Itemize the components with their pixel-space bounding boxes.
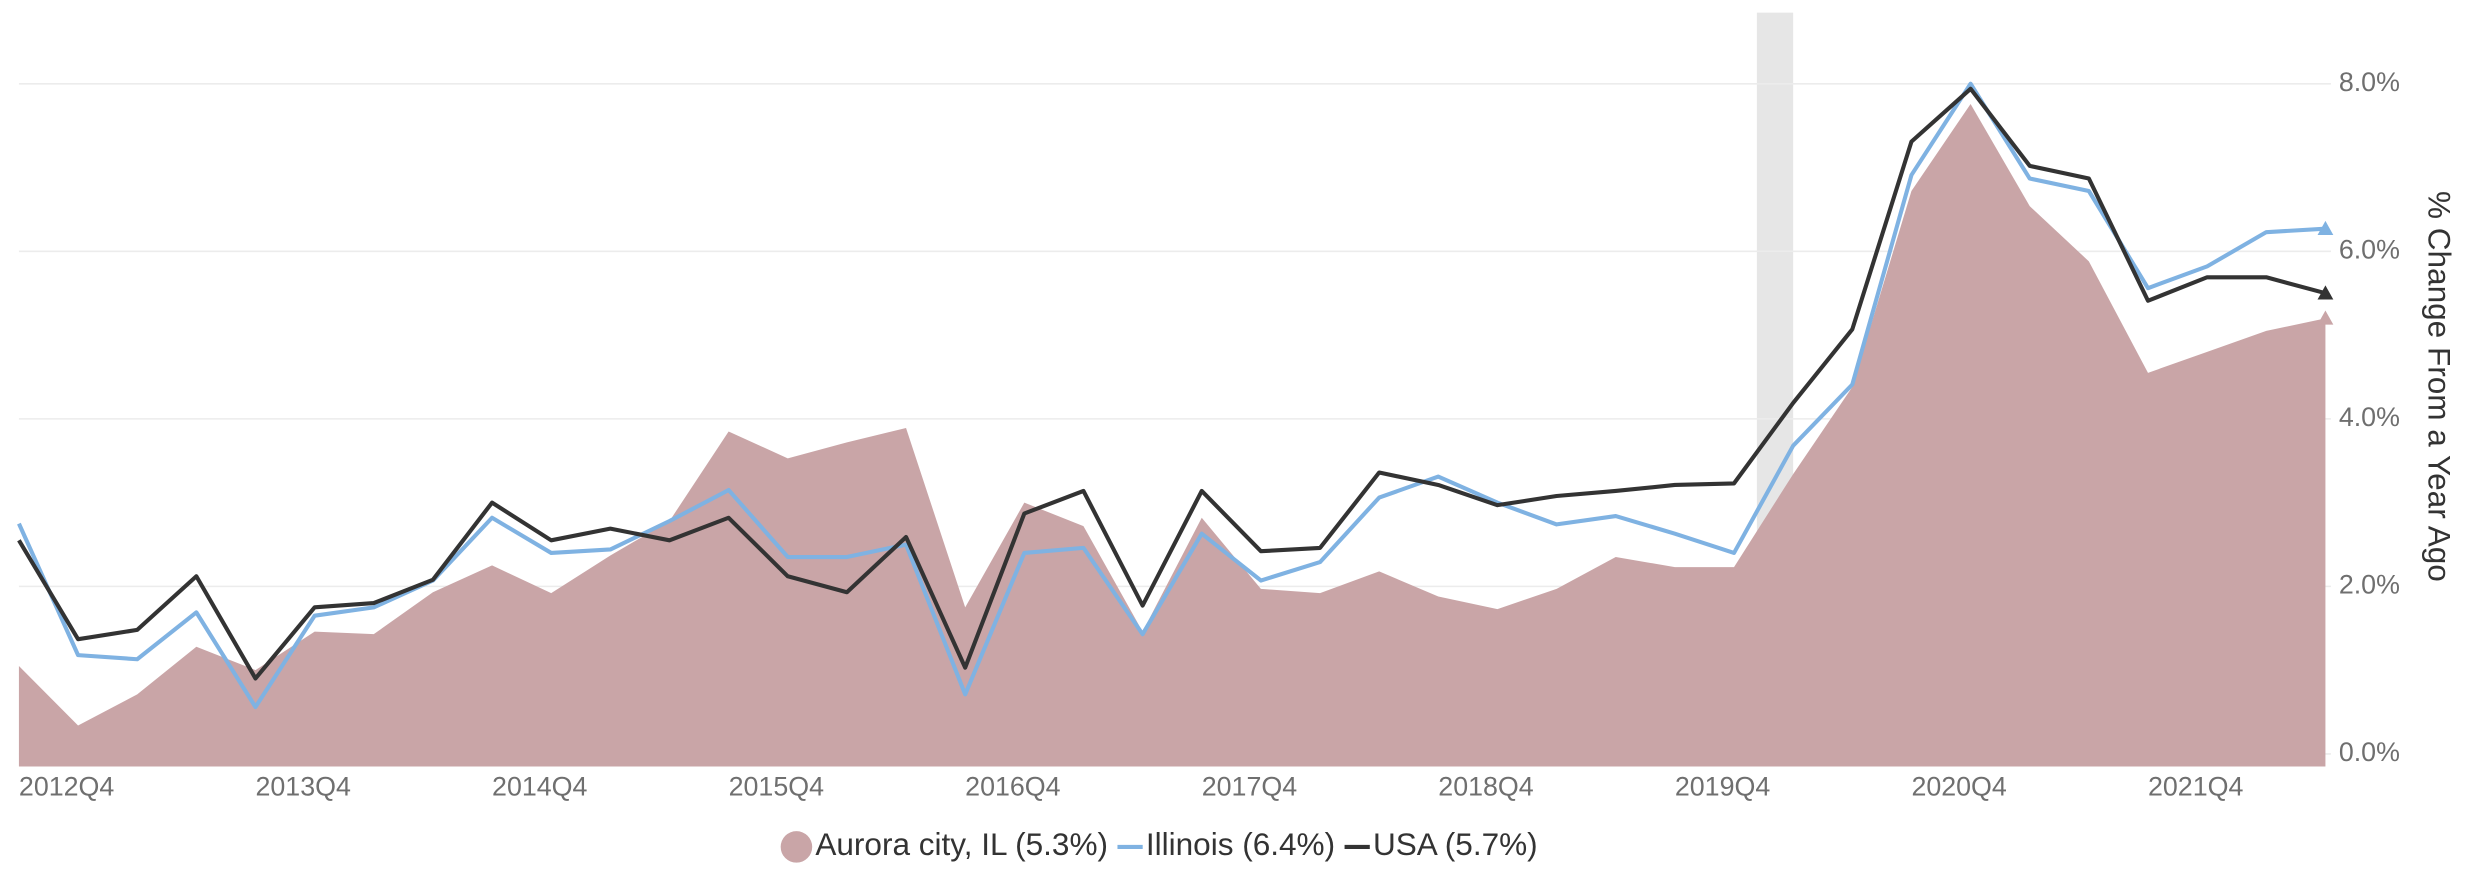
area (18, 103, 2326, 767)
line (17, 86, 2326, 681)
line (17, 81, 2326, 710)
labels: 0.0% 2.0% 4.0% 6.0% 8.0% 2012Q4 2013Q4 2014Q4 20… (19, 67, 2400, 863)
y-tick-label: 2.0% (2339, 569, 2400, 599)
x-tick-label: 2016Q4 (965, 772, 1060, 802)
end-marker (2317, 285, 2334, 300)
x-tick-label: 2019Q4 (1675, 772, 1770, 802)
x-tick-label: 2014Q4 (492, 772, 587, 802)
legend-label: USA (5.7%) (1373, 826, 1538, 862)
x-tick-label: 2018Q4 (1438, 772, 1533, 802)
x-tick-label: 2020Q4 (1911, 772, 2006, 802)
legend-swatch (780, 831, 813, 863)
y-tick-label: 4.0% (2339, 402, 2400, 432)
legend-label: Illinois (6.4%) (1146, 826, 1335, 862)
y-tick-label: 0.0% (2339, 737, 2400, 767)
x-tick-label: 2017Q4 (1202, 772, 1297, 802)
x-tick-label: 2015Q4 (729, 772, 824, 802)
x-tick-label: 2021Q4 (2148, 772, 2243, 802)
legend-label: Aurora city, IL (5.3%) (815, 826, 1108, 862)
end-marker (2317, 220, 2334, 236)
end-marker (2317, 310, 2334, 325)
x-tick-label: 2013Q4 (255, 772, 350, 802)
y-tick-label: 6.0% (2339, 234, 2400, 264)
y-axis-label: % Change From a Year Ago (2421, 191, 2457, 582)
x-tick-label: 2012Q4 (19, 772, 114, 802)
marks (17, 81, 2334, 767)
y-tick-label: 8.0% (2339, 67, 2400, 97)
